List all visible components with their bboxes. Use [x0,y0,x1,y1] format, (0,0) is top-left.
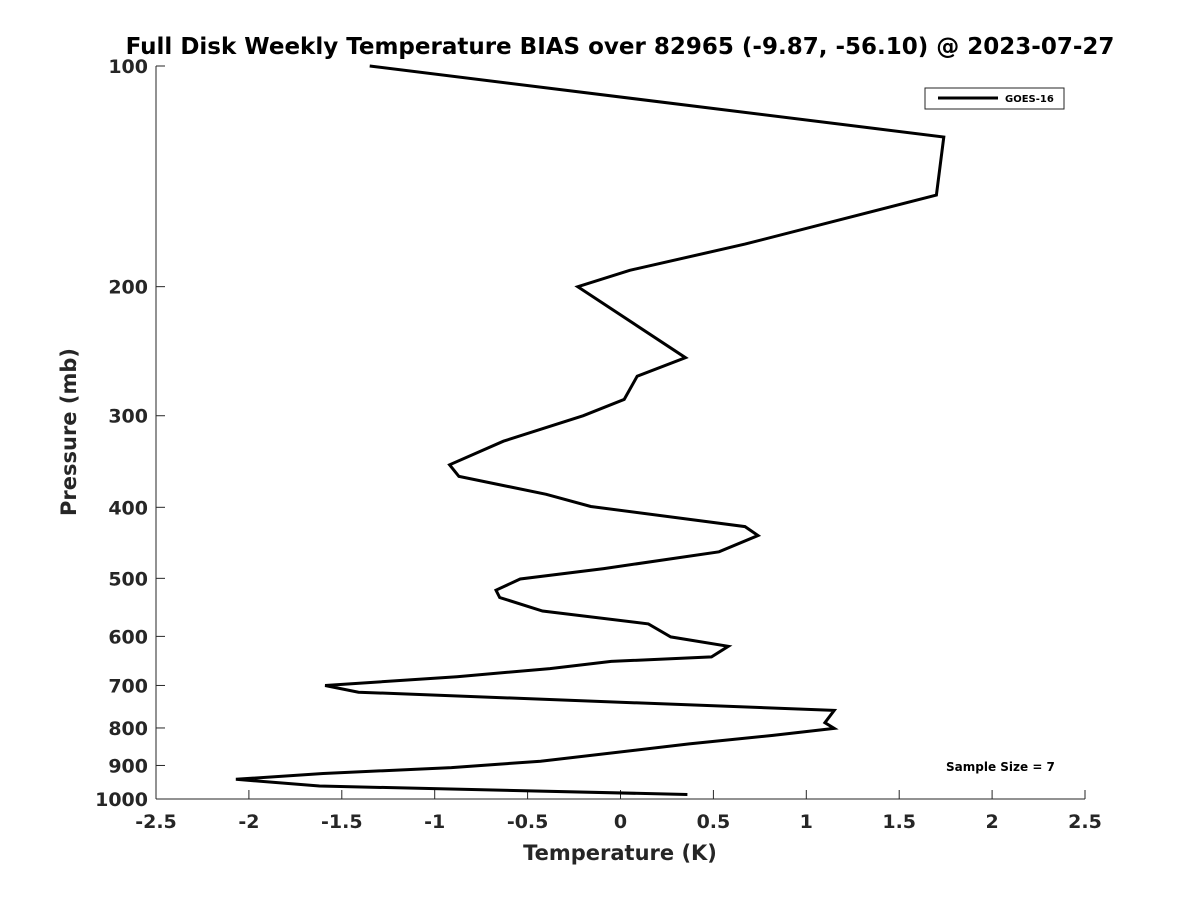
y-tick-label: 900 [108,755,148,777]
x-tick-label: -0.5 [507,811,549,833]
x-axis-label: Temperature (K) [523,841,717,865]
y-tick-label: 500 [108,568,148,590]
series-line-goes-16 [235,64,946,796]
x-tick-label: -1.5 [321,811,363,833]
x-tick-label: -2.5 [135,811,177,833]
sample-size-note: Sample Size = 7 [946,760,1055,774]
y-tick-label: 200 [108,277,148,299]
x-ticks: -2.5 -2 -1.5 -1 -0.5 0 0.5 1 1.5 2 2.5 [135,790,1102,833]
y-tick-label: 700 [108,675,148,697]
x-tick-label: 0.5 [697,811,731,833]
y-tick-label: 600 [108,626,148,648]
x-tick-label: 2 [985,811,998,833]
y-tick-label: 100 [108,56,148,78]
legend: GOES-16 [924,87,1065,110]
y-tick-label: 400 [108,497,148,519]
x-tick-label: 2.5 [1068,811,1102,833]
y-axis-label: Pressure (mb) [57,348,81,516]
y-tick-label: 1000 [95,789,148,811]
plot-area: -2.5 -2 -1.5 -1 -0.5 0 0.5 1 1.5 2 2.5 100 200 300 40… [95,56,1102,833]
y-ticks: 100 200 300 400 500 600 700 800 900 1000 [95,56,165,811]
x-tick-label: -1 [424,811,445,833]
series-layer [235,64,946,796]
x-tick-label: -2 [238,811,259,833]
y-tick-label: 300 [108,406,148,428]
chart-title: Full Disk Weekly Temperature BIAS over 8… [126,34,1115,60]
x-tick-label: 1.5 [882,811,916,833]
x-tick-label: 1 [800,811,813,833]
y-tick-label: 800 [108,718,148,740]
legend-label: GOES-16 [1005,94,1054,105]
x-tick-label: 0 [614,811,627,833]
